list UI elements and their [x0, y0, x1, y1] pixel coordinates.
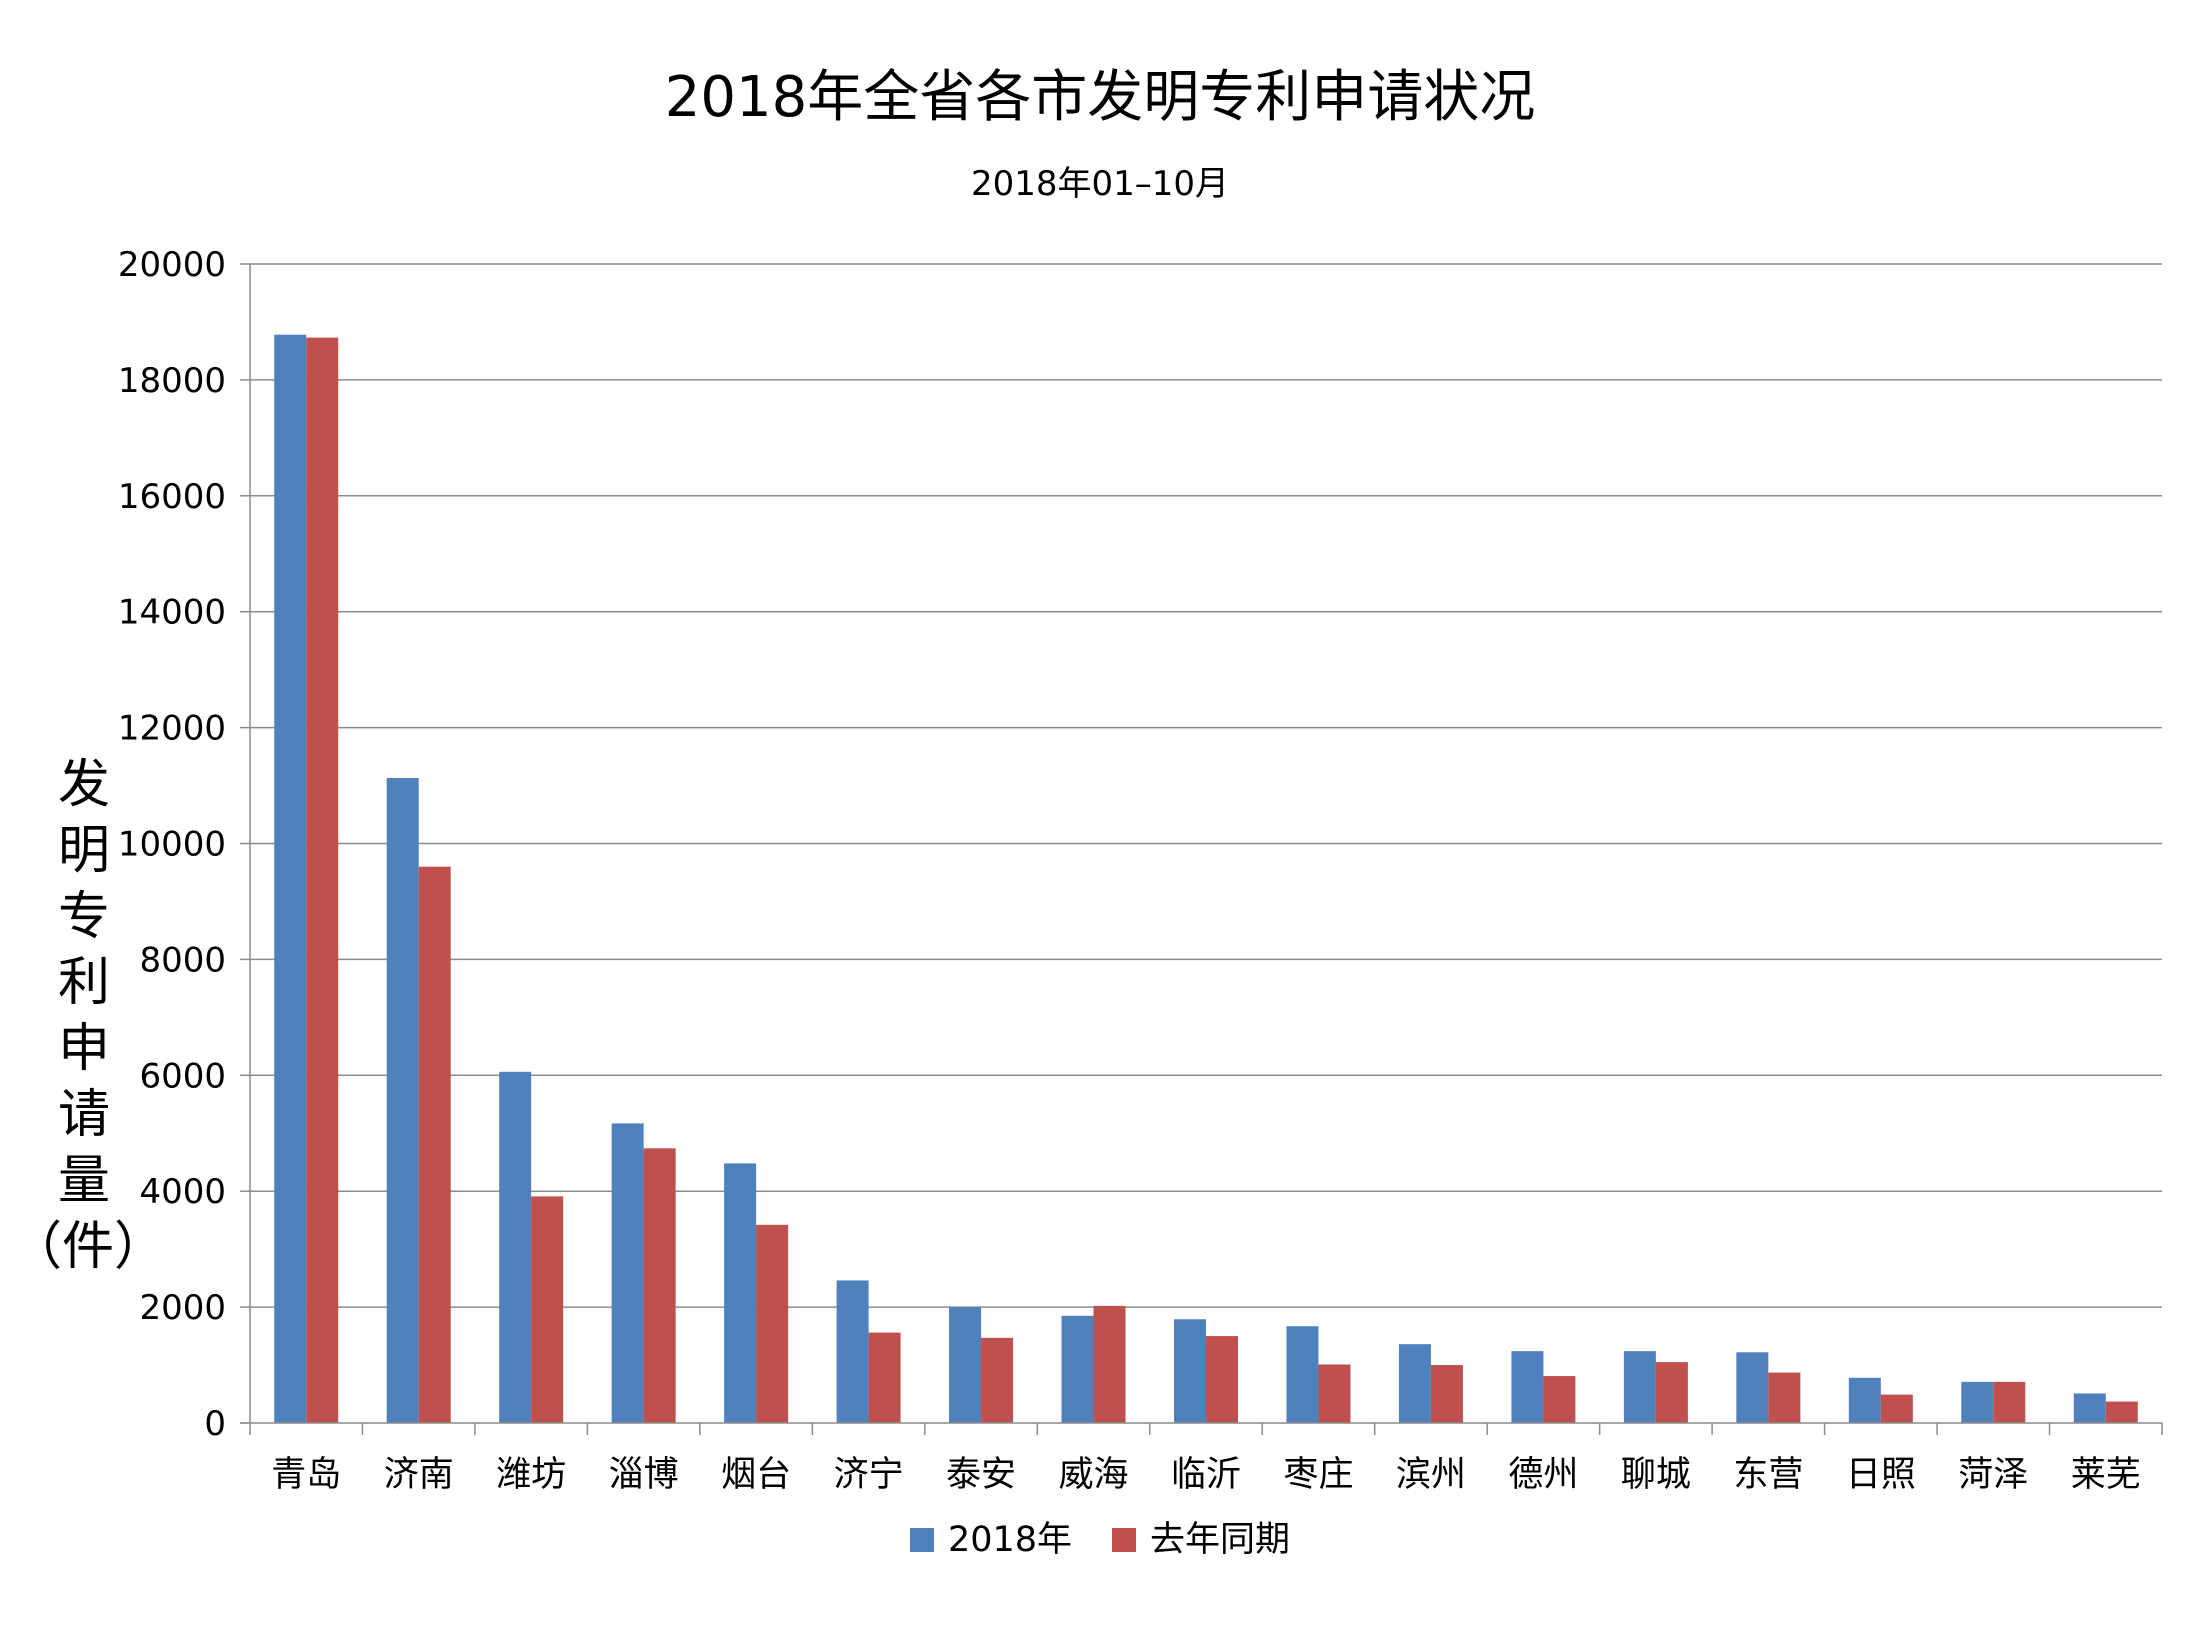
y-axis-unit: （件）	[10, 1217, 167, 1277]
bar-previous	[1880, 1394, 1913, 1423]
x-category-label: 莱芜	[2071, 1455, 2141, 1495]
bar-previous	[418, 866, 451, 1423]
legend-label: 2018年	[947, 1520, 1073, 1560]
bar-current	[1623, 1351, 1656, 1423]
legend-item: 去年同期	[1112, 1518, 1290, 1562]
gridlines	[250, 263, 2162, 1308]
y-tick-label: 18000	[118, 361, 226, 401]
y-tick-label: 10000	[118, 825, 226, 865]
bar-current	[1174, 1319, 1206, 1423]
bar-current	[836, 1280, 869, 1423]
x-category-label: 济宁	[834, 1455, 904, 1495]
legend-label: 去年同期	[1150, 1520, 1291, 1560]
y-axis-title: 发明专利申请量 （件）	[10, 752, 167, 1280]
y-tick-label: 6000	[139, 1056, 226, 1096]
x-category-label: 聊城	[1621, 1455, 1691, 1495]
legend-swatch	[909, 1528, 934, 1552]
bar-previous	[1430, 1365, 1463, 1423]
x-category-label: 滨州	[1396, 1455, 1466, 1495]
x-category-label: 济南	[384, 1455, 454, 1495]
bar-current	[1961, 1381, 1994, 1423]
bar-current	[386, 778, 419, 1423]
bar-previous	[531, 1196, 564, 1423]
y-tick-label: 8000	[139, 940, 226, 980]
bar-current	[274, 334, 307, 1424]
bar-previous	[1543, 1376, 1576, 1423]
bar-current	[1061, 1315, 1094, 1423]
x-category-label: 临沂	[1171, 1455, 1241, 1495]
y-tick-label: 20000	[118, 245, 226, 285]
bar-current	[1286, 1326, 1319, 1423]
y-axis-label: 发明专利申请量	[57, 755, 110, 1211]
bar-current	[1848, 1377, 1881, 1423]
bar-previous	[1318, 1364, 1351, 1423]
bar-current	[724, 1163, 757, 1423]
bar-current	[499, 1071, 532, 1423]
x-category-label: 日照	[1846, 1455, 1916, 1495]
chart-title: 2018年全省各市发明专利申请状况	[664, 65, 1536, 130]
bar-previous	[1093, 1305, 1126, 1423]
x-category-label: 菏泽	[1958, 1455, 2028, 1495]
bar-previous	[1655, 1362, 1688, 1423]
bar-current	[1511, 1351, 1544, 1423]
x-category-label: 淄博	[609, 1455, 679, 1495]
bar-previous	[1206, 1336, 1238, 1423]
bar-previous	[1768, 1372, 1801, 1423]
x-category-label: 烟台	[721, 1455, 791, 1495]
bar-current	[1736, 1352, 1769, 1423]
bar-previous	[868, 1332, 901, 1423]
axes	[240, 263, 2163, 1435]
legend-item: 2018年	[909, 1518, 1073, 1562]
bar-previous	[981, 1337, 1014, 1423]
bar-previous	[643, 1148, 676, 1423]
x-category-label: 枣庄	[1283, 1455, 1353, 1495]
x-category-label: 泰安	[946, 1455, 1016, 1495]
x-category-label: 德州	[1508, 1455, 1578, 1495]
y-tick-label: 14000	[118, 593, 226, 633]
bar-current	[2073, 1393, 2106, 1423]
chart-subtitle: 2018年01–10月	[970, 164, 1230, 204]
axis-labels: 0 2000 4000 6000 8000 10000 12000 14000 16000 180…	[118, 245, 2141, 1495]
x-category-label: 青岛	[271, 1455, 341, 1495]
bar-previous	[756, 1224, 789, 1423]
legend-swatch	[1112, 1528, 1137, 1552]
x-category-label: 潍坊	[496, 1455, 566, 1495]
bars	[274, 334, 2138, 1424]
bar-previous	[306, 337, 339, 1424]
bar-current	[1398, 1344, 1431, 1423]
x-category-label: 威海	[1059, 1455, 1129, 1495]
legend: 2018年 去年同期	[0, 1518, 2200, 1562]
bar-current	[611, 1123, 644, 1423]
bar-previous	[2105, 1401, 2138, 1423]
x-category-label: 东营	[1733, 1455, 1803, 1495]
y-tick-label: 4000	[139, 1172, 226, 1212]
bar-current	[949, 1307, 982, 1423]
y-tick-label: 2000	[139, 1288, 226, 1328]
y-tick-label: 16000	[118, 477, 226, 517]
bar-previous	[1993, 1381, 2026, 1423]
y-tick-label: 12000	[118, 709, 226, 749]
y-tick-label: 0	[204, 1404, 226, 1444]
